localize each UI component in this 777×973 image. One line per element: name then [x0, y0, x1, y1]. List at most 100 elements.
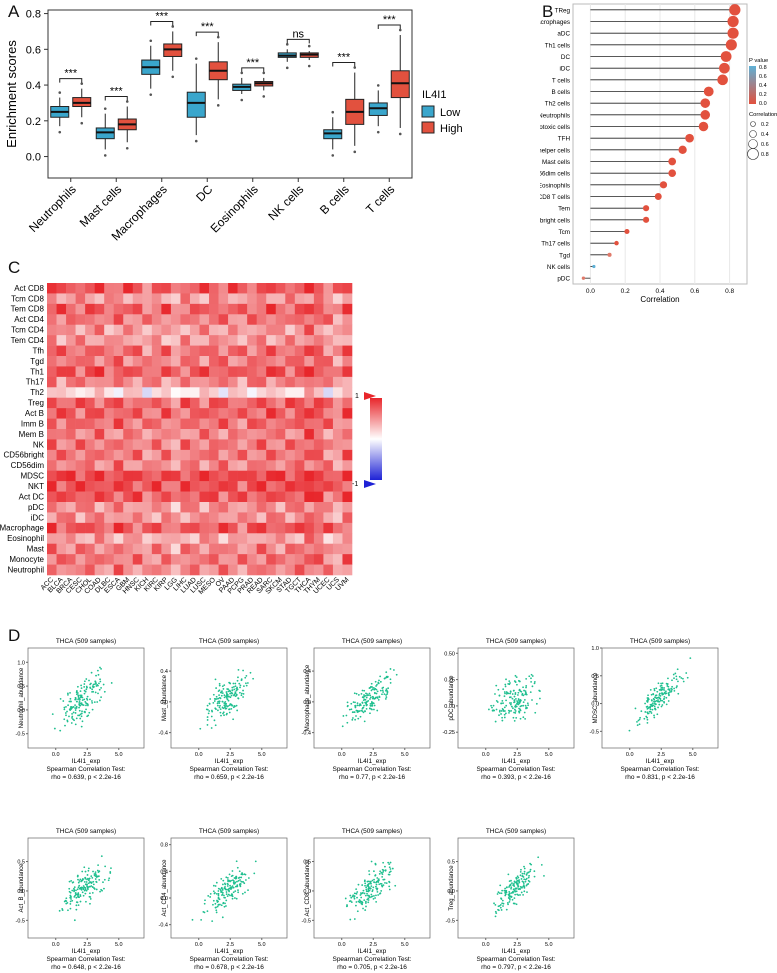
heatmap-cell [94, 533, 105, 545]
scatter-point [353, 918, 356, 920]
scatter-point [199, 727, 202, 730]
scatter-point [214, 885, 217, 887]
heatmap-cell [113, 376, 124, 388]
scatter-point [373, 691, 376, 694]
heatmap-cell [189, 376, 200, 388]
scatter-point [58, 909, 61, 912]
scatter-point [522, 881, 525, 884]
scatter-point [351, 718, 354, 721]
scatter-point [517, 883, 519, 885]
heatmap-cell [142, 366, 153, 378]
scatter-point [222, 688, 225, 690]
heatmap-cell [228, 470, 238, 482]
scatter-point [349, 894, 352, 897]
heatmap-cell [275, 522, 286, 534]
scatter-point [91, 891, 94, 894]
scatter-point [217, 892, 220, 895]
scatter-point [216, 899, 218, 902]
scatter-points [51, 666, 113, 732]
scatter-point [219, 704, 221, 707]
pvalue-tick-label: 0.4 [759, 83, 767, 89]
scatter-point [367, 897, 370, 900]
heatmap-cell [66, 314, 76, 326]
scatter-point [235, 704, 238, 707]
heatmap-cell [142, 314, 153, 326]
row-label: Act DC [19, 492, 45, 501]
scatter-point [89, 687, 92, 690]
heatmap-cell [47, 324, 57, 336]
panel-label-b: B [542, 2, 554, 21]
heatmap-cell [142, 460, 153, 472]
heatmap-cell [123, 533, 134, 545]
heatmap-cell [66, 449, 76, 461]
heatmap-cell [199, 345, 210, 357]
heatmap-cell [313, 481, 324, 492]
heatmap-cell [94, 366, 105, 378]
scatter-point [673, 687, 676, 690]
scatter-point [77, 695, 80, 698]
scatter-point [67, 909, 69, 912]
heatmap-cell [142, 345, 153, 357]
size-legend-point [750, 121, 756, 127]
scatter-point [353, 692, 356, 695]
scatter-point [369, 704, 372, 707]
category-label: Neutrophils [540, 112, 570, 119]
heatmap-cell [342, 283, 353, 294]
heatmap-cell [266, 314, 277, 326]
scatter-point [243, 882, 246, 885]
heatmap-cell [342, 449, 353, 461]
scatter-point [508, 898, 511, 901]
scatter-point [515, 878, 518, 880]
scatter-point [365, 905, 367, 908]
scatter-point [522, 893, 524, 896]
scatter-point [509, 692, 512, 695]
scatter-point [522, 882, 525, 885]
box-high-outlier [216, 104, 220, 107]
heatmap-cell [94, 408, 105, 419]
scatter-point [215, 909, 218, 912]
scatter-point [236, 885, 239, 888]
y-tick-label: 0.0 [303, 700, 311, 706]
scatter-point [508, 892, 511, 895]
scatter-point [88, 881, 91, 883]
scatter-point [74, 892, 77, 895]
y-tick-label: 0.4 [160, 869, 168, 875]
scatter-point [78, 884, 81, 887]
scatter-point [225, 893, 228, 896]
sig-label: ns [292, 28, 304, 40]
scatter-point [531, 685, 534, 688]
heatmap-cell [285, 522, 296, 534]
heatmap-cell [342, 522, 353, 534]
x-tick-label: 5.0 [545, 752, 553, 758]
heatmap-cell [94, 356, 105, 367]
pvalue-tick-label: 0.0 [759, 101, 767, 107]
heatmap-cell [285, 491, 296, 503]
scatter-point [661, 686, 664, 689]
scatter-point [354, 718, 357, 721]
scatter-point [543, 874, 545, 877]
heatmap-cell [304, 283, 315, 294]
heatmap-cell [66, 366, 76, 378]
scatter-point [529, 868, 532, 871]
heatmap-cell [294, 335, 305, 346]
heatmap-cell [123, 449, 134, 461]
heatmap-cell [113, 324, 124, 336]
heatmap-cell [218, 429, 229, 440]
legend-swatch [421, 121, 435, 134]
heatmap-cell [151, 439, 162, 451]
scatter-point [389, 870, 392, 873]
scatter-point [389, 861, 392, 864]
heatmap-cell [313, 533, 324, 545]
heatmap-cell [94, 554, 105, 565]
lollipop-point [654, 193, 662, 200]
y-axis-label: Enrichment scores [4, 40, 19, 148]
scatter-point [229, 696, 232, 699]
scatter-point [225, 704, 227, 707]
scatter-point [498, 904, 501, 907]
heatmap-cell [256, 314, 267, 326]
scatter-point [388, 866, 391, 869]
heatmap-cell [275, 293, 286, 305]
scatter-point [530, 680, 533, 683]
heatmap-cell [247, 522, 257, 534]
scatter-point [220, 691, 223, 694]
